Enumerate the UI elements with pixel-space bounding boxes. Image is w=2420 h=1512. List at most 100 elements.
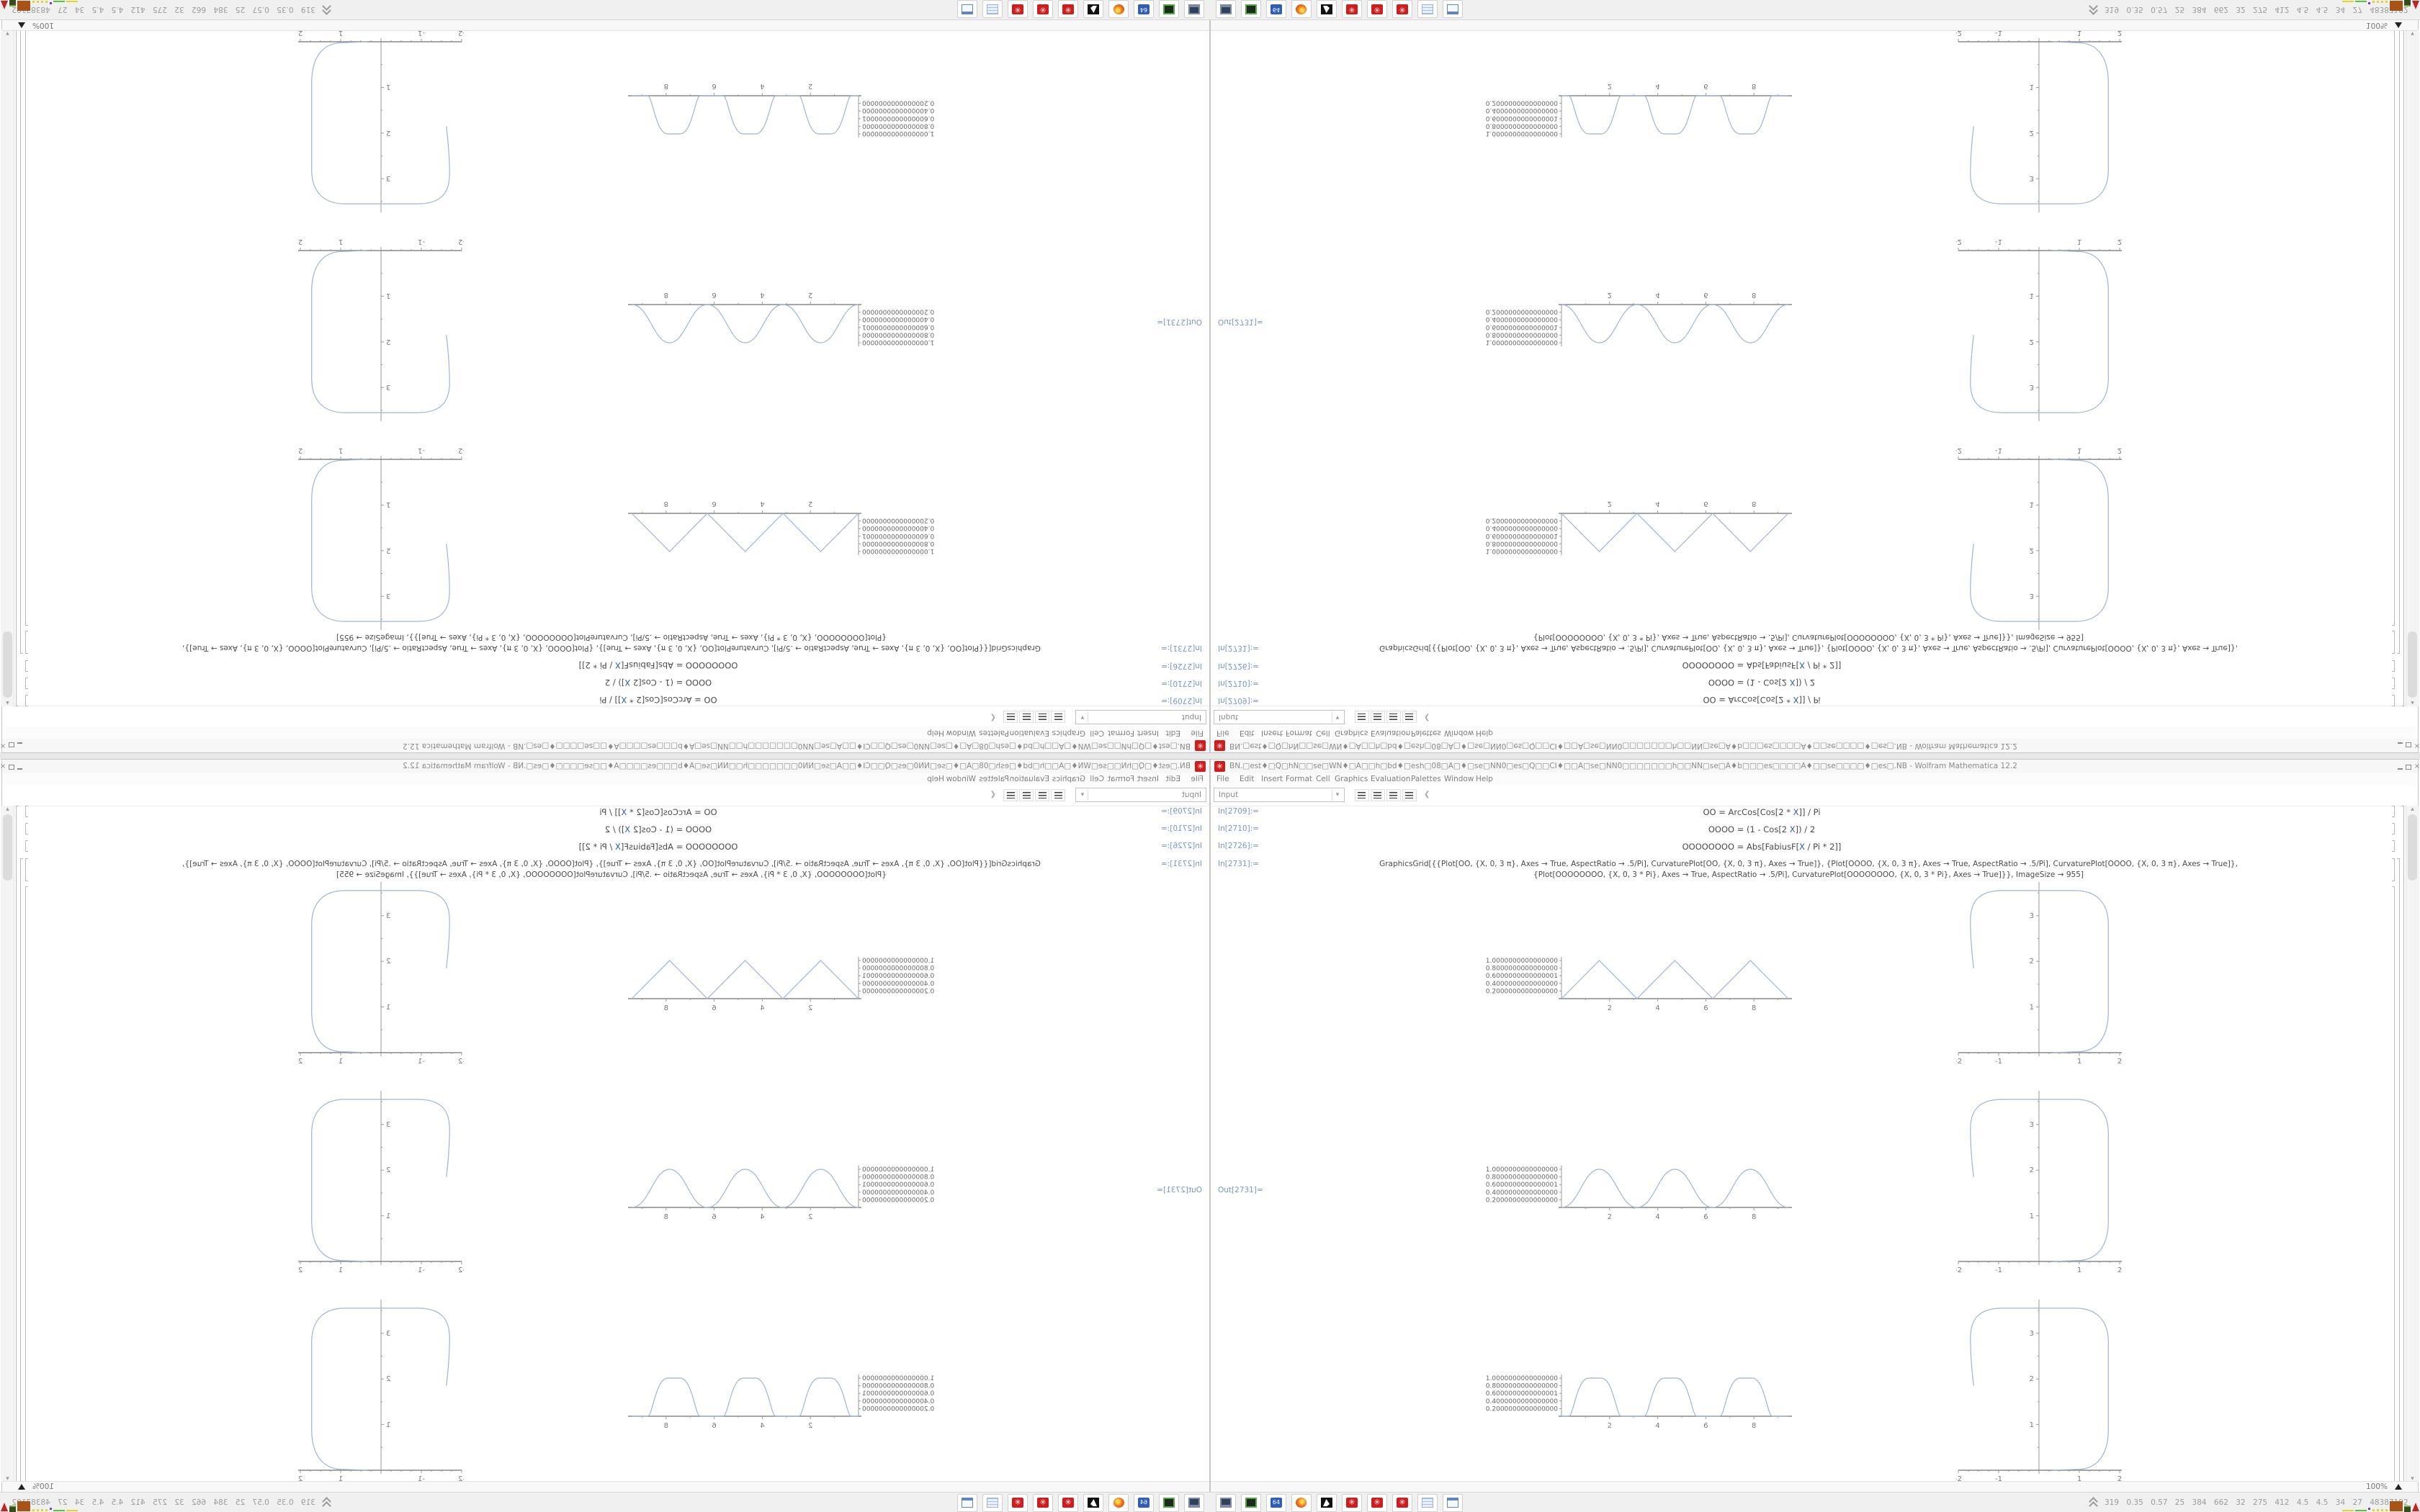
taskbar-firefox[interactable] — [1291, 0, 1312, 18]
cell-bracket-in2709[interactable] — [2392, 695, 2395, 706]
scrollbar-thumb[interactable] — [2408, 814, 2417, 881]
menu-graphics[interactable]: Graphics — [1052, 775, 1085, 783]
menu-window[interactable]: Window — [1444, 775, 1474, 783]
taskbar-display-settings[interactable] — [1184, 0, 1204, 18]
align-left-button[interactable] — [1355, 711, 1369, 723]
menu-file[interactable]: File — [1191, 729, 1204, 737]
taskbar-terminal[interactable] — [1159, 0, 1179, 18]
menu-file[interactable]: File — [1191, 775, 1204, 783]
input-cell-2709[interactable]: OO = ArcCos[Cos[2 * X]] / Pi — [1211, 807, 2313, 817]
minimize-button[interactable] — [2396, 763, 2403, 770]
menu-insert[interactable]: Insert — [1261, 729, 1283, 737]
align-right-button[interactable] — [1019, 711, 1034, 723]
notebook-group-bracket[interactable] — [2401, 806, 2404, 1484]
taskbar-floppy-64[interactable]: 64 — [1134, 1494, 1154, 1512]
align-justify-button[interactable] — [1402, 789, 1417, 801]
restore-button[interactable] — [8, 763, 15, 770]
taskbar-red-app-3[interactable]: ✳ — [1008, 0, 1028, 18]
align-left-button[interactable] — [1051, 711, 1065, 723]
menu-help[interactable]: Help — [1476, 729, 1493, 737]
magnification-menu-icon[interactable] — [18, 22, 25, 28]
cell-bracket-in2710[interactable] — [2392, 823, 2395, 834]
menu-window[interactable]: Window — [946, 729, 976, 737]
close-button[interactable]: × — [2414, 742, 2420, 750]
cell-bracket-in2731[interactable] — [25, 858, 28, 881]
scroll-down-icon[interactable]: ▾ — [2411, 1475, 2414, 1482]
title-bar[interactable]: ✳ BN.□est♦□Q□hN□□se□WN♦□A□□h□bd♦□esh□08□… — [1211, 760, 2420, 774]
taskbar-red-app-2[interactable]: ✳ — [1033, 0, 1053, 18]
align-center-button[interactable] — [1035, 711, 1049, 723]
taskbar-calculator[interactable] — [982, 0, 1003, 18]
menu-format[interactable]: Format — [1286, 729, 1313, 737]
align-center-button[interactable] — [1035, 789, 1049, 801]
input-cell-2709[interactable]: OO = ArcCos[Cos[2 * X]] / Pi — [1211, 695, 2313, 705]
scroll-up-icon[interactable]: ▴ — [6, 699, 9, 706]
taskbar-red-app-1[interactable]: ✳ — [1342, 0, 1362, 18]
cell-style-dropdown[interactable]: Input ▾ — [1075, 788, 1206, 802]
taskbar-red-app-3[interactable]: ✳ — [1392, 0, 1412, 18]
taskbar-red-app-2[interactable]: ✳ — [1367, 1494, 1387, 1512]
cell-bracket-out2731[interactable] — [2392, 886, 2395, 1484]
taskbar-terminal[interactable] — [1159, 1494, 1179, 1512]
collapse-toolbar-icon[interactable]: ❮ — [1424, 791, 1430, 798]
align-justify-button[interactable] — [1003, 711, 1018, 723]
input-cell-2731-line1[interactable]: GraphicsGrid[{{Plot[OO, {X, 0, 3 π}, Axe… — [1379, 860, 2238, 868]
close-button[interactable]: × — [0, 762, 6, 770]
taskbar-window-app[interactable] — [1443, 0, 1463, 18]
close-button[interactable]: × — [0, 742, 6, 750]
cell-bracket-in2709[interactable] — [2392, 806, 2395, 817]
taskbar-calculator[interactable] — [982, 1494, 1003, 1512]
magnification-value[interactable]: 100% — [32, 1482, 54, 1491]
menu-evaluation[interactable]: Evaluation — [1371, 729, 1411, 737]
taskbar-red-app-3[interactable]: ✳ — [1008, 1494, 1028, 1512]
input-cell-2710[interactable]: OOOO = (1 - Cos[2 X]) / 2 — [107, 678, 1209, 688]
align-justify-button[interactable] — [1003, 789, 1018, 801]
scrollbar-thumb[interactable] — [2408, 631, 2417, 698]
taskbar-red-app-1[interactable]: ✳ — [1058, 1494, 1078, 1512]
taskbar-terminal[interactable] — [1241, 1494, 1261, 1512]
taskbar-floppy-64[interactable]: 64 — [1134, 0, 1154, 18]
taskbar-terminal[interactable] — [1241, 0, 1261, 18]
taskbar-window-app[interactable] — [957, 1494, 977, 1512]
magnification-value[interactable]: 100% — [2366, 1482, 2388, 1491]
minimize-button[interactable] — [17, 742, 24, 749]
menu-cell[interactable]: Cell — [1090, 729, 1104, 737]
taskbar-display-settings[interactable] — [1184, 1494, 1204, 1512]
input-cell-2726[interactable]: OOOOOOOO = Abs[FabiusF[X / Pi * 2]] — [107, 660, 1209, 670]
cell-group-bracket[interactable] — [2397, 858, 2400, 1484]
collapse-toolbar-icon[interactable]: ❮ — [990, 714, 996, 721]
cell-bracket-in2710[interactable] — [2392, 678, 2395, 689]
magnification-menu-icon[interactable] — [18, 1484, 25, 1490]
cell-group-bracket[interactable] — [20, 28, 23, 654]
magnification-value[interactable]: 100% — [2366, 21, 2388, 30]
cell-bracket-in2726[interactable] — [25, 840, 28, 852]
taskbar-paint-bw[interactable] — [1317, 1494, 1337, 1512]
align-center-button[interactable] — [1371, 789, 1385, 801]
magnification-menu-icon[interactable] — [2395, 1484, 2402, 1490]
menu-format[interactable]: Format — [1286, 775, 1313, 783]
menu-graphics[interactable]: Graphics — [1052, 729, 1085, 737]
align-center-button[interactable] — [1371, 711, 1385, 723]
restore-button[interactable] — [8, 742, 15, 749]
input-cell-2726[interactable]: OOOOOOOO = Abs[FabiusF[X / Pi * 2]] — [107, 842, 1209, 852]
input-cell-2709[interactable]: OO = ArcCos[Cos[2 * X]] / Pi — [107, 807, 1209, 817]
menu-evaluation[interactable]: Evaluation — [1371, 775, 1411, 783]
chevron-down-icon[interactable]: ▾ — [1332, 790, 1343, 800]
input-cell-2731-line2[interactable]: {Plot[OOOOOOOO, {X, 0, 3 * Pi}, Axes → T… — [1533, 870, 2084, 879]
restore-button[interactable] — [2405, 742, 2412, 749]
menu-window[interactable]: Window — [946, 775, 976, 783]
align-right-button[interactable] — [1386, 711, 1401, 723]
align-left-button[interactable] — [1355, 789, 1369, 801]
taskbar-display-settings[interactable] — [1216, 1494, 1236, 1512]
vertical-scrollbar[interactable]: ▴ ▾ — [2406, 806, 2419, 1482]
notebook-group-bracket[interactable] — [16, 28, 19, 706]
input-cell-2731-line2[interactable]: {Plot[OOOOOOOO, {X, 0, 3 * Pi}, Axes → T… — [336, 633, 887, 642]
taskbar-red-app-2[interactable]: ✳ — [1367, 0, 1387, 18]
align-left-button[interactable] — [1051, 789, 1065, 801]
cell-bracket-in2726[interactable] — [2392, 660, 2395, 672]
taskbar-firefox[interactable] — [1291, 1494, 1312, 1512]
cell-bracket-in2731[interactable] — [2392, 631, 2395, 654]
taskbar-red-app-1[interactable]: ✳ — [1058, 0, 1078, 18]
menu-insert[interactable]: Insert — [1137, 775, 1159, 783]
input-cell-2709[interactable]: OO = ArcCos[Cos[2 * X]] / Pi — [107, 695, 1209, 705]
